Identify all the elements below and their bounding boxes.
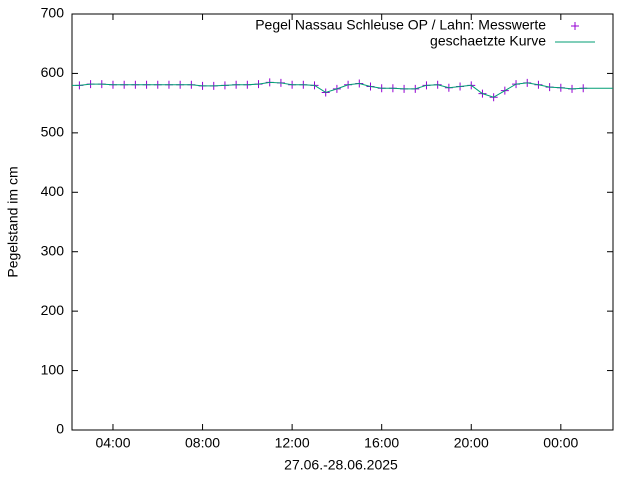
x-axis-label: 27.06.-28.06.2025 [284,457,398,473]
legend-label: geschaetzte Kurve [430,33,546,49]
y-tick-label: 300 [41,242,65,258]
x-tick-label: 00:00 [543,435,578,451]
y-tick-label: 200 [41,302,65,318]
x-tick-label: 16:00 [364,435,399,451]
y-tick-label: 600 [41,64,65,80]
x-tick-label: 04:00 [95,435,130,451]
legend-marker [571,22,579,30]
y-tick-label: 500 [41,124,65,140]
y-tick-label: 400 [41,183,65,199]
x-tick-label: 12:00 [275,435,310,451]
curve [72,81,613,98]
y-axis-label: Pegelstand im cm [5,166,21,277]
y-tick-label: 0 [56,421,64,437]
legend-label: Pegel Nassau Schleuse OP / Lahn: Messwer… [255,17,546,33]
x-tick-label: 20:00 [454,435,489,451]
plot-frame [71,13,614,431]
y-tick-label: 100 [41,361,65,377]
y-tick-label: 700 [41,5,65,21]
x-tick-label: 08:00 [185,435,220,451]
